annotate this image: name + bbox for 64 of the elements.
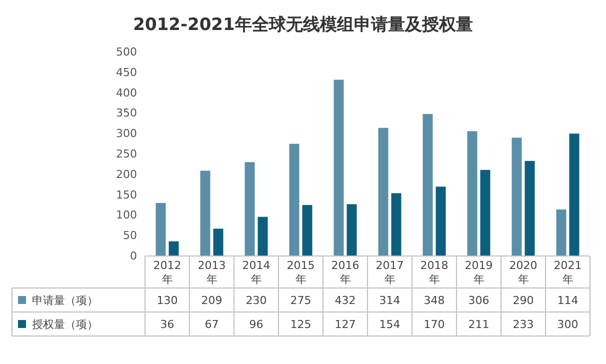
data-label: 233 <box>512 318 534 331</box>
data-label: 114 <box>557 294 578 307</box>
bar <box>168 241 179 256</box>
y-tick-label: 100 <box>116 208 137 222</box>
data-label: 170 <box>424 318 445 331</box>
y-tick-label: 250 <box>116 148 137 161</box>
bar <box>213 228 224 256</box>
y-tick-label: 0 <box>130 250 137 263</box>
x-tick-label: 2013年 <box>198 259 226 286</box>
bar <box>391 193 402 256</box>
legend-label: 授权量（项） <box>32 318 98 331</box>
x-tick-label: 2020年 <box>509 259 538 286</box>
data-label: 348 <box>424 294 445 307</box>
data-label: 211 <box>468 318 490 331</box>
y-tick-label: 350 <box>116 106 137 120</box>
y-tick-label: 50 <box>123 229 137 242</box>
y-tick-label: 400 <box>116 86 137 100</box>
data-label: 36 <box>160 318 174 331</box>
bar <box>200 170 210 256</box>
data-label: 127 <box>334 318 356 331</box>
data-label: 209 <box>201 294 222 307</box>
bar <box>436 186 446 256</box>
bar <box>156 202 166 256</box>
bar <box>289 144 300 256</box>
data-label: 300 <box>557 318 578 331</box>
x-tick-label: 2014年 <box>242 259 270 286</box>
y-tick-label: 200 <box>116 168 137 181</box>
bar <box>524 160 535 256</box>
x-tick-label: 2017年 <box>376 259 404 286</box>
bar <box>302 205 312 256</box>
bar <box>378 128 388 256</box>
x-tick-label: 2018年 <box>420 259 448 286</box>
bar <box>467 131 478 256</box>
data-label: 275 <box>290 294 312 307</box>
data-label: 67 <box>204 318 219 331</box>
data-label: 290 <box>512 294 534 307</box>
x-tick-label: 2021年 <box>554 259 582 286</box>
x-tick-label: 2012年 <box>153 259 182 286</box>
bar <box>346 204 357 256</box>
x-tick-label: 2016年 <box>331 259 360 286</box>
chart-title: 2012-2021年全球无线模组申请量及授权量 <box>133 15 473 35</box>
bar <box>569 134 580 256</box>
data-label: 96 <box>249 318 264 331</box>
y-tick-label: 300 <box>116 127 137 140</box>
bar <box>512 138 522 256</box>
bar <box>556 209 566 256</box>
data-label: 125 <box>290 318 312 331</box>
bar <box>244 162 255 256</box>
bar <box>480 170 490 256</box>
y-tick-label: 500 <box>116 46 137 59</box>
y-tick-label: 450 <box>116 66 137 79</box>
data-label: 432 <box>334 294 356 307</box>
data-label: 230 <box>246 294 267 307</box>
data-label: 154 <box>379 318 400 331</box>
bar <box>422 114 433 256</box>
y-tick-label: 150 <box>116 188 137 202</box>
bar <box>258 216 268 256</box>
bar <box>334 80 344 256</box>
data-label: 314 <box>379 294 400 307</box>
legend-label: 申请量（项） <box>32 294 98 307</box>
x-tick-label: 2019年 <box>464 259 493 286</box>
data-label: 306 <box>468 294 490 307</box>
data-label: 130 <box>156 294 178 307</box>
x-tick-label: 2015年 <box>286 259 315 286</box>
